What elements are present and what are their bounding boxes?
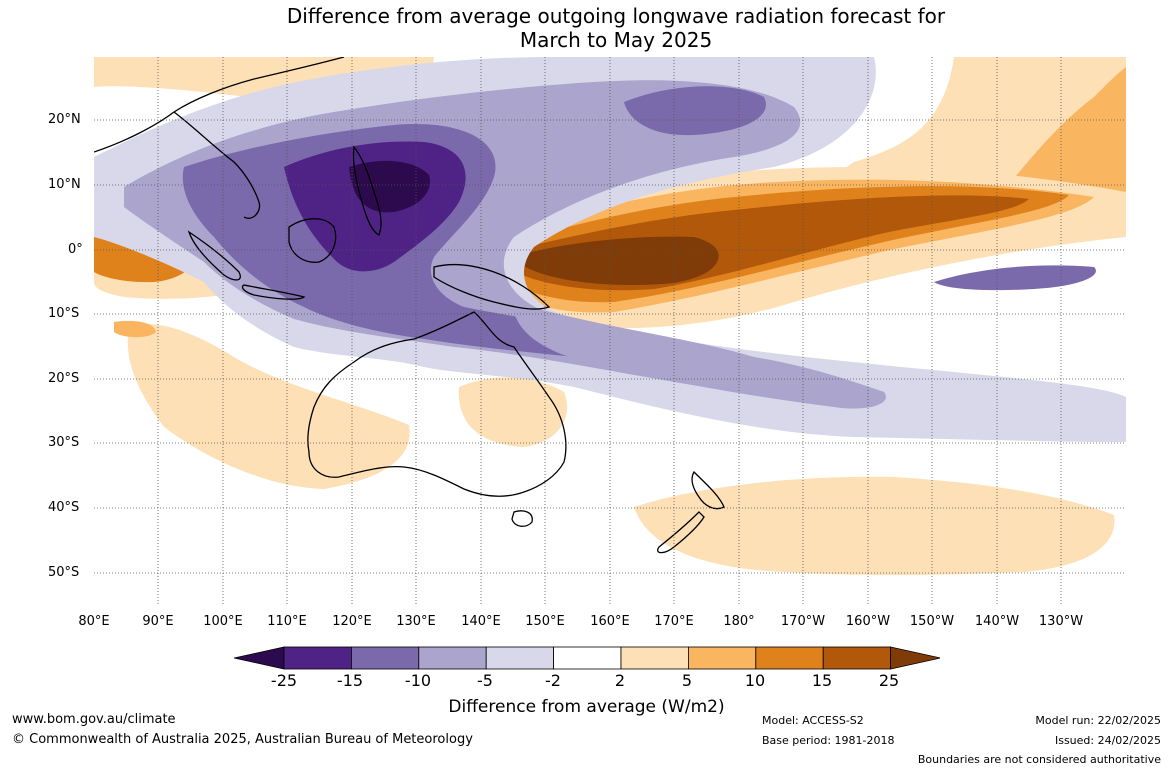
anomaly-region-central-pacific-extreme: [512, 236, 719, 286]
map-title: Difference from average outgoing longwav…: [0, 4, 1173, 52]
colorbar-swatch-below-min: [234, 646, 285, 670]
model-name: Model: ACCESS-S2: [762, 714, 864, 727]
colorbar-swatch: [283, 646, 352, 670]
colorbar-tick-label: -2: [545, 671, 561, 690]
new-zealand-south-coastline: [657, 511, 705, 554]
colorbar-swatches: [234, 646, 940, 670]
base-period: Base period: 1981-2018: [762, 734, 895, 747]
anomaly-region-south-pacific-light: [514, 312, 884, 406]
colorbar-tick-label: 5: [681, 671, 693, 690]
colorbar-tick-label: 15: [811, 671, 833, 690]
colorbar-swatch: [351, 646, 420, 670]
anomaly-region-australia-positive: [458, 377, 568, 447]
colorbar-tick-label: -5: [477, 671, 493, 690]
copyright-notice: © Commonwealth of Australia 2025, Austra…: [12, 732, 473, 747]
coastlines: [94, 57, 725, 554]
lat-label: 50°S: [48, 565, 80, 580]
anomaly-region-maritime-extreme: [349, 160, 430, 213]
colorbar-swatch: [687, 646, 757, 670]
lon-label: 130°E: [396, 614, 436, 629]
lon-label: 110°E: [267, 614, 307, 629]
colorbar-tick-label: -15: [336, 671, 364, 690]
colorbar: [234, 646, 940, 670]
lon-label: 130°W: [1038, 614, 1084, 629]
tasmania-coastline: [511, 510, 533, 527]
issued-date: Issued: 24/02/2025: [1054, 734, 1161, 747]
anomaly-region-south-indian-positive: [127, 323, 410, 489]
title-line-1: Difference from average outgoing longwav…: [286, 4, 946, 28]
lat-label: 30°S: [48, 435, 80, 450]
graticule: [94, 57, 1126, 605]
lon-label: 150°E: [525, 614, 565, 629]
new-zealand-north-coastline: [691, 470, 725, 510]
sumatra-coastline: [187, 230, 241, 281]
map-canvas: [94, 57, 1126, 605]
lon-label: 140°E: [461, 614, 501, 629]
colorbar-swatch: [755, 646, 824, 670]
olr-anomaly-map: [94, 57, 1126, 605]
lon-label: 140°W: [974, 614, 1020, 629]
java-coastline: [241, 284, 306, 300]
anomaly-region-east-pacific-moderate: [994, 67, 1126, 206]
lon-label: 120°E: [332, 614, 372, 629]
anomaly-region-north-pacific-moderate: [624, 86, 766, 136]
philippines-coastline: [352, 145, 382, 236]
asia-mainland-coastline: [94, 57, 345, 219]
borneo-coastline: [288, 218, 337, 263]
lat-label: 20°S: [48, 371, 80, 386]
colorbar-title: Difference from average (W/m2): [448, 697, 725, 717]
lat-label: 10°S: [48, 306, 80, 321]
lat-label: 0°: [68, 242, 83, 257]
lon-label: 160°E: [590, 614, 630, 629]
australia-coastline: [307, 311, 567, 497]
colorbar-tick-label: 10: [744, 671, 766, 690]
lon-label: 170°E: [654, 614, 694, 629]
anomaly-region-tasman-positive: [634, 476, 1115, 576]
lat-label: 20°N: [48, 112, 81, 127]
new-guinea-coastline: [433, 263, 551, 310]
colorbar-swatch: [620, 646, 689, 670]
colorbar-swatch: [485, 646, 554, 670]
colorbar-swatch: [418, 646, 487, 670]
lon-label: 170°W: [780, 614, 826, 629]
lat-label: 40°S: [48, 500, 80, 515]
colorbar-tick-label: -25: [270, 671, 298, 690]
model-run-date: Model run: 22/02/2025: [1035, 714, 1161, 727]
lat-label: 10°N: [48, 177, 81, 192]
colorbar-swatch: [553, 646, 622, 670]
anomaly-region-southeast-pacific-moderate: [934, 265, 1096, 291]
lon-label: 150°W: [909, 614, 955, 629]
lon-label: 80°E: [78, 614, 110, 629]
colorbar-tick-label: 2: [614, 671, 626, 690]
colorbar-tick-label: 25: [878, 671, 900, 690]
title-line-2: March to May 2025: [519, 28, 713, 52]
boundaries-disclaimer: Boundaries are not considered authoritat…: [917, 753, 1161, 766]
anomaly-region-indian-equatorial-moderate: [114, 320, 156, 338]
colorbar-tick-label: -10: [404, 671, 432, 690]
lon-label: 90°E: [142, 614, 174, 629]
colorbar-swatch: [822, 646, 892, 670]
lon-label: 100°E: [203, 614, 243, 629]
lon-label: 180°: [723, 614, 755, 629]
lon-label: 160°W: [845, 614, 891, 629]
website-url: www.bom.gov.au/climate: [12, 712, 176, 727]
colorbar-swatch-above-max: [890, 646, 940, 670]
